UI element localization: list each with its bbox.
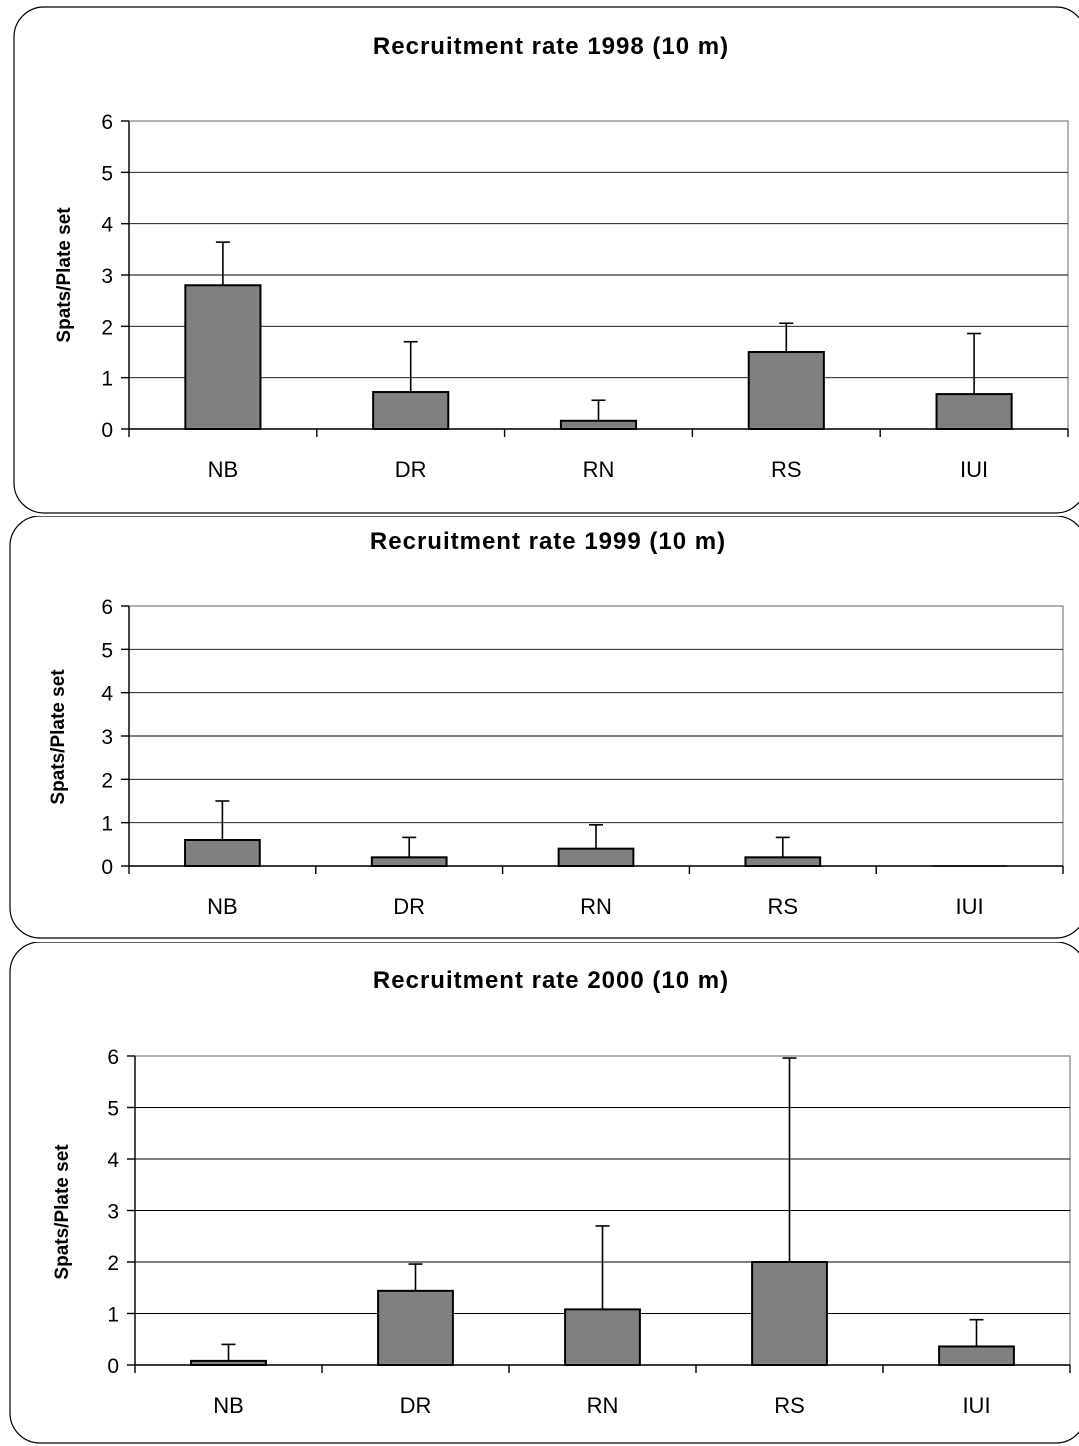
- y-tick-label: 1: [101, 368, 113, 391]
- bar-rs: [744, 856, 822, 868]
- chart-title: Recruitment rate 1998 (10 m): [373, 33, 729, 60]
- chart-1999: Recruitment rate 1999 (10 m) Spats/Plate…: [9, 516, 1079, 939]
- chart-title: Recruitment rate 1999 (10 m): [370, 528, 726, 555]
- panel-frame: [9, 516, 1079, 939]
- x-category-label: IUI: [956, 894, 984, 919]
- bar-nb: [190, 1359, 267, 1367]
- x-category-label: RN: [583, 457, 615, 482]
- x-category-label: RN: [580, 894, 612, 919]
- x-category-label: RN: [587, 1393, 619, 1418]
- y-tick-label: 1: [107, 1304, 119, 1327]
- y-tick-label: 0: [101, 419, 113, 442]
- bar-rs: [751, 1261, 828, 1366]
- chart-panel-2000: Recruitment rate 2000 (10 m) Spats/Plate…: [0, 942, 1079, 1446]
- chart-2000: Recruitment rate 2000 (10 m) Spats/Plate…: [9, 942, 1079, 1444]
- x-category-label: RS: [771, 457, 802, 482]
- y-axis-label: Spats/Plate set: [54, 207, 75, 343]
- y-tick-label: 4: [101, 683, 113, 706]
- x-category-label: DR: [400, 1393, 432, 1418]
- bar-iui: [938, 1345, 1015, 1366]
- bar-rs: [747, 351, 825, 430]
- y-tick-label: 4: [101, 214, 113, 237]
- y-tick-label: 4: [107, 1149, 119, 1172]
- y-tick-label: 5: [101, 639, 113, 662]
- bar-dr: [377, 1289, 454, 1366]
- y-tick-label: 2: [101, 316, 113, 339]
- chart-panel-1999: Recruitment rate 1999 (10 m) Spats/Plate…: [0, 516, 1079, 942]
- y-tick-label: 6: [101, 596, 113, 619]
- bar-dr: [372, 391, 450, 431]
- x-category-label: NB: [208, 457, 239, 482]
- bar-nb: [184, 284, 262, 430]
- x-category-label: NB: [207, 894, 238, 919]
- y-tick-label: 3: [101, 265, 113, 288]
- y-tick-label: 0: [107, 1355, 119, 1378]
- chart-panel-1998: Recruitment rate 1998 (10 m) Spats/Plate…: [0, 0, 1079, 516]
- panel-frame: [13, 6, 1079, 514]
- y-tick-label: 3: [101, 726, 113, 749]
- chart-1998: Recruitment rate 1998 (10 m) Spats/Plate…: [13, 6, 1079, 514]
- x-category-label: DR: [395, 457, 427, 482]
- x-category-label: IUI: [960, 457, 988, 482]
- x-category-label: DR: [393, 894, 425, 919]
- y-tick-label: 3: [107, 1201, 119, 1224]
- y-tick-label: 5: [101, 162, 113, 185]
- y-tick-label: 0: [101, 856, 113, 879]
- panel-frame: [9, 942, 1079, 1444]
- y-tick-label: 5: [107, 1098, 119, 1121]
- bar-dr: [370, 856, 448, 868]
- bar-rn: [559, 419, 638, 430]
- x-category-label: RS: [774, 1393, 805, 1418]
- x-category-label: NB: [213, 1393, 244, 1418]
- y-tick-label: 2: [107, 1252, 119, 1275]
- bar-rn: [564, 1308, 641, 1367]
- y-tick-label: 1: [101, 813, 113, 836]
- x-category-label: IUI: [962, 1393, 990, 1418]
- y-axis-label: Spats/Plate set: [48, 669, 69, 805]
- y-tick-label: 2: [101, 769, 113, 792]
- y-axis-label: Spats/Plate set: [52, 1144, 73, 1280]
- bar-nb: [184, 839, 261, 867]
- x-category-label: RS: [768, 894, 799, 919]
- chart-title: Recruitment rate 2000 (10 m): [373, 967, 729, 994]
- y-tick-label: 6: [107, 1046, 119, 1069]
- y-tick-label: 6: [101, 111, 113, 134]
- bar-rn: [557, 847, 635, 867]
- bar-iui: [935, 393, 1013, 430]
